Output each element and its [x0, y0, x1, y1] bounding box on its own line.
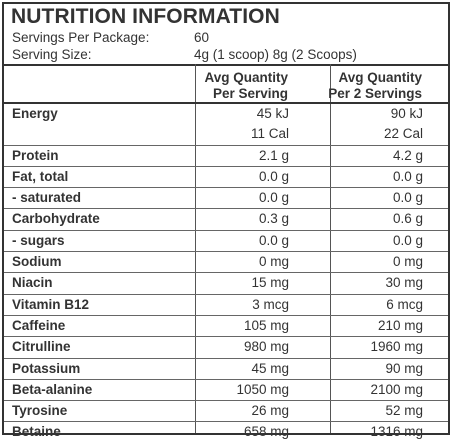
- nutrient-name: Betaine: [12, 424, 61, 440]
- per-2-servings-value: 0.0 g: [392, 190, 423, 206]
- per-serving-value: 26 mg: [251, 403, 289, 419]
- per-serving-value: 45 mg: [251, 360, 289, 376]
- table-row: Vitamin B12 3 mcg 6 mcg: [4, 293, 448, 315]
- per-serving-value: 658 mg: [243, 424, 289, 440]
- per-2-servings-value: 0.6 g: [392, 211, 423, 227]
- table-row: 11 Cal 22 Cal: [4, 124, 448, 144]
- nutrient-name: Energy: [12, 106, 58, 121]
- per-2-servings-value: 90 mg: [385, 360, 423, 376]
- per-2-servings-value: 1316 mg: [370, 424, 423, 440]
- per-2-servings-value: 6 mcg: [386, 296, 423, 312]
- table-row: Caffeine 105 mg 210 mg: [4, 314, 448, 336]
- nutrient-table: Energy 45 kJ 90 kJ 11 Cal 22 Cal Protein…: [4, 104, 448, 443]
- per-serving-value: 0 mg: [258, 254, 289, 270]
- nutrient-name: - saturated: [12, 190, 82, 206]
- per-serving-value: 0.0 g: [258, 232, 289, 248]
- per-serving-value: 0.0 g: [258, 168, 289, 184]
- servings-per-package-row: Servings Per Package: 60: [12, 30, 209, 45]
- per-serving-value: 45 kJ: [256, 106, 289, 121]
- per-2-servings-value: 0 mg: [392, 254, 423, 270]
- per-2-servings-value: 210 mg: [377, 317, 423, 333]
- serving-size-row: Serving Size: 4g (1 scoop) 8g (2 Scoops): [12, 47, 357, 62]
- per-serving-value: 1050 mg: [236, 381, 289, 397]
- header-divider: [4, 64, 448, 66]
- nutrient-name: Carbohydrate: [12, 211, 100, 227]
- per-serving-value: 11 Cal: [250, 126, 289, 142]
- column-header-per-2-servings-line2: Per 2 Servings: [328, 86, 422, 101]
- table-row: - sugars 0.0 g 0.0 g: [4, 229, 448, 251]
- per-serving-value: 980 mg: [243, 339, 289, 355]
- nutrient-name: Potassium: [12, 360, 81, 376]
- servings-per-package-value: 60: [194, 30, 210, 45]
- column-header-rule: [4, 102, 448, 104]
- column-header-per-serving-line1: Avg Quantity: [204, 70, 288, 85]
- table-row: Citrulline 980 mg 1960 mg: [4, 336, 448, 357]
- nutrient-name: Niacin: [12, 275, 53, 291]
- nutrient-name: Fat, total: [12, 168, 69, 184]
- table-row: Betaine 658 mg 1316 mg: [4, 421, 448, 442]
- table-row: Fat, total 0.0 g 0.0 g: [4, 165, 448, 187]
- nutrient-name: Sodium: [12, 254, 62, 270]
- per-serving-value: 2.1 g: [258, 147, 289, 163]
- nutrient-name: Beta-alanine: [12, 381, 93, 397]
- table-row: Sodium 0 mg 0 mg: [4, 251, 448, 272]
- per-2-servings-value: 1960 mg: [370, 339, 423, 355]
- column-header-per-serving: Avg Quantity Per Serving: [204, 70, 288, 102]
- nutrient-name: Tyrosine: [12, 403, 68, 419]
- per-serving-value: 0.0 g: [258, 190, 289, 206]
- per-serving-value: 0.3 g: [258, 211, 289, 227]
- table-row: Tyrosine 26 mg 52 mg: [4, 400, 448, 421]
- table-row: Potassium 45 mg 90 mg: [4, 357, 448, 379]
- per-serving-value: 3 mcg: [252, 296, 289, 312]
- nutrient-name: Caffeine: [12, 317, 66, 333]
- per-2-servings-value: 90 kJ: [390, 106, 423, 121]
- table-row: Energy 45 kJ 90 kJ: [4, 104, 448, 124]
- nutrient-name: - sugars: [12, 232, 65, 248]
- per-2-servings-value: 0.0 g: [392, 168, 423, 184]
- serving-size-label: Serving Size:: [12, 47, 92, 62]
- per-2-servings-value: 0.0 g: [392, 232, 423, 248]
- nutrient-name: Protein: [12, 147, 59, 163]
- column-header-per-2-servings: Avg Quantity Per 2 Servings: [328, 70, 422, 102]
- table-row: Protein 2.1 g 4.2 g: [4, 144, 448, 166]
- serving-size-value: 4g (1 scoop) 8g (2 Scoops): [194, 47, 357, 62]
- table-row: Niacin 15 mg 30 mg: [4, 272, 448, 293]
- table-row: Beta-alanine 1050 mg 2100 mg: [4, 378, 448, 400]
- per-2-servings-value: 52 mg: [385, 403, 423, 419]
- column-header-per-2-servings-line1: Avg Quantity: [338, 70, 422, 85]
- per-serving-value: 105 mg: [243, 317, 289, 333]
- servings-per-package-label: Servings Per Package:: [12, 30, 150, 45]
- per-2-servings-value: 30 mg: [385, 275, 423, 291]
- per-2-servings-value: 4.2 g: [392, 147, 423, 163]
- table-row: - saturated 0.0 g 0.0 g: [4, 187, 448, 208]
- per-serving-value: 15 mg: [251, 275, 289, 291]
- per-2-servings-value: 22 Cal: [383, 126, 423, 142]
- table-row: Carbohydrate 0.3 g 0.6 g: [4, 208, 448, 229]
- nutrient-name: Vitamin B12: [12, 296, 90, 312]
- column-divider-2: [330, 64, 331, 433]
- column-divider-1: [195, 64, 196, 433]
- per-2-servings-value: 2100 mg: [370, 381, 423, 397]
- panel-title: NUTRITION INFORMATION: [11, 5, 280, 28]
- nutrient-name: Citrulline: [12, 339, 71, 355]
- column-header-per-serving-line2: Per Serving: [212, 86, 288, 101]
